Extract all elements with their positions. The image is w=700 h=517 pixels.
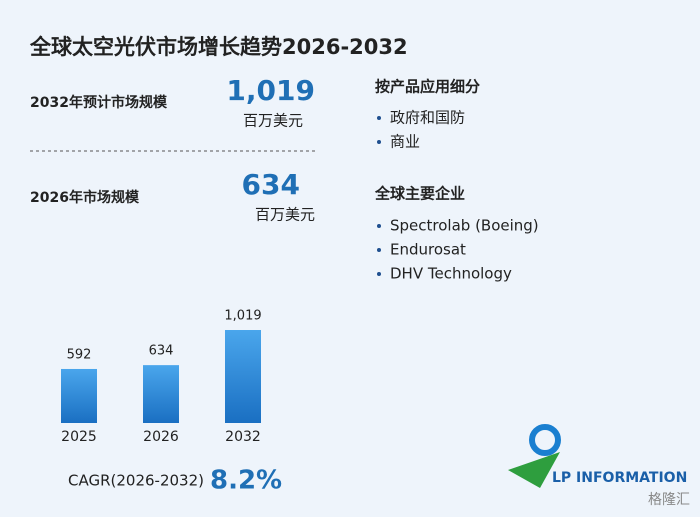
bar [143,365,179,423]
bullet [377,248,381,252]
bar [225,330,261,423]
stat-value: 1,019 [226,74,315,107]
cagr-value: 8.2% [210,466,282,496]
bullet [377,224,381,228]
cagr-label: CAGR(2026-2032) [68,472,204,490]
bullet [377,272,381,276]
list-heading: 全球主要企业 [374,185,465,203]
bullet [377,116,381,120]
value-label: 1,019 [224,309,261,324]
list-heading: 按产品应用细分 [375,78,480,96]
value-label: 634 [149,344,174,359]
category-label: 2025 [61,429,97,445]
list-item: Spectrolab (Boeing) [390,217,539,235]
list-item: 政府和国防 [390,109,465,127]
stat-value: 634 [242,168,300,201]
value-label: 592 [67,347,92,362]
bar [61,368,97,423]
stat-unit: 百万美元 [243,112,303,130]
list-item: Endurosat [390,241,466,259]
list-item: DHV Technology [390,265,512,283]
list-item: 商业 [390,133,420,151]
stat-label: 2032年预计市场规模 [30,94,168,111]
category-label: 2026 [143,429,179,445]
logo-text: LP INFORMATION [552,470,687,486]
watermark: 格隆汇 [648,492,690,508]
stat-unit: 百万美元 [255,206,315,224]
category-label: 2032 [225,429,261,445]
title: 全球太空光伏市场增长趋势2026-2032 [29,35,408,59]
stat-label: 2026年市场规模 [30,189,140,206]
bullet [377,140,381,144]
logo: LP INFORMATION [508,424,687,488]
